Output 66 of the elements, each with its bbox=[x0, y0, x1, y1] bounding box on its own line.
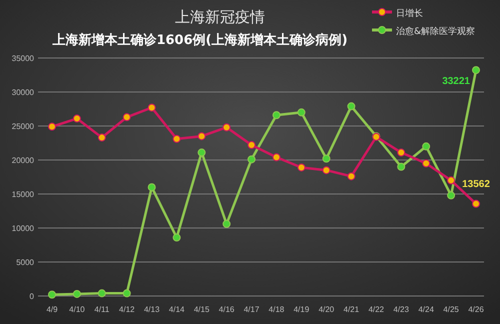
y-tick-label: 30000 bbox=[12, 88, 35, 97]
chart-subtitle: 上海新增本土确诊1606例(上海新增本土确诊病例) bbox=[51, 32, 348, 48]
x-tick-label: 4/22 bbox=[368, 305, 385, 314]
point bbox=[172, 134, 181, 143]
point bbox=[222, 123, 231, 132]
point bbox=[198, 148, 206, 157]
x-tick-label: 4/11 bbox=[94, 305, 110, 314]
point bbox=[272, 111, 280, 120]
point bbox=[297, 163, 306, 172]
point bbox=[122, 113, 131, 122]
legend-label: 日增长 bbox=[396, 8, 423, 19]
y-tick-label: 10000 bbox=[12, 224, 35, 233]
x-tick-label: 4/25 bbox=[443, 305, 460, 314]
point bbox=[422, 159, 430, 168]
point bbox=[222, 220, 231, 228]
y-tick-label: 0 bbox=[30, 292, 35, 301]
x-tick-label: 4/9 bbox=[46, 305, 58, 314]
x-tick-label: 4/13 bbox=[144, 305, 160, 314]
point bbox=[472, 66, 480, 74]
x-tick-label: 4/20 bbox=[318, 305, 335, 314]
point bbox=[322, 154, 330, 163]
point bbox=[48, 290, 56, 299]
point bbox=[322, 166, 330, 174]
x-tick-label: 4/12 bbox=[119, 305, 136, 314]
point bbox=[198, 132, 206, 140]
data-label: 33221 bbox=[442, 76, 470, 88]
y-tick-label: 5000 bbox=[16, 258, 35, 267]
point bbox=[397, 162, 406, 171]
point bbox=[248, 141, 256, 150]
point bbox=[48, 122, 56, 131]
point bbox=[347, 172, 356, 180]
point bbox=[447, 176, 456, 184]
point bbox=[397, 148, 406, 157]
point bbox=[347, 102, 356, 110]
x-tick-label: 4/16 bbox=[218, 305, 235, 314]
point bbox=[98, 289, 106, 298]
y-tick-label: 15000 bbox=[12, 190, 35, 199]
point bbox=[422, 142, 430, 150]
x-tick-label: 4/24 bbox=[418, 305, 434, 314]
point bbox=[148, 104, 156, 112]
point bbox=[272, 153, 280, 162]
point bbox=[248, 155, 256, 164]
point bbox=[472, 200, 480, 208]
data-label: 13562 bbox=[462, 178, 490, 190]
x-tick-label: 4/15 bbox=[194, 305, 210, 314]
x-tick-label: 4/19 bbox=[294, 305, 310, 314]
legend-label: 治愈&解除医学观察 bbox=[396, 26, 476, 37]
chart-title: 上海新冠疫情 bbox=[175, 8, 265, 26]
point bbox=[172, 234, 181, 242]
point bbox=[98, 134, 106, 142]
point bbox=[297, 108, 306, 116]
x-tick-label: 4/26 bbox=[468, 305, 484, 314]
point bbox=[72, 114, 81, 123]
x-tick-label: 4/21 bbox=[344, 305, 360, 314]
point bbox=[447, 191, 456, 200]
x-tick-label: 4/23 bbox=[393, 305, 410, 314]
y-tick-label: 25000 bbox=[12, 122, 35, 131]
point bbox=[148, 183, 156, 192]
x-tick-label: 4/10 bbox=[69, 305, 86, 314]
x-tick-label: 4/14 bbox=[168, 305, 186, 314]
point bbox=[72, 290, 81, 298]
point bbox=[122, 289, 131, 298]
x-tick-label: 4/17 bbox=[244, 305, 260, 314]
x-tick-label: 4/18 bbox=[268, 305, 285, 314]
y-tick-label: 20000 bbox=[12, 156, 35, 165]
y-tick-label: 35000 bbox=[12, 54, 35, 63]
